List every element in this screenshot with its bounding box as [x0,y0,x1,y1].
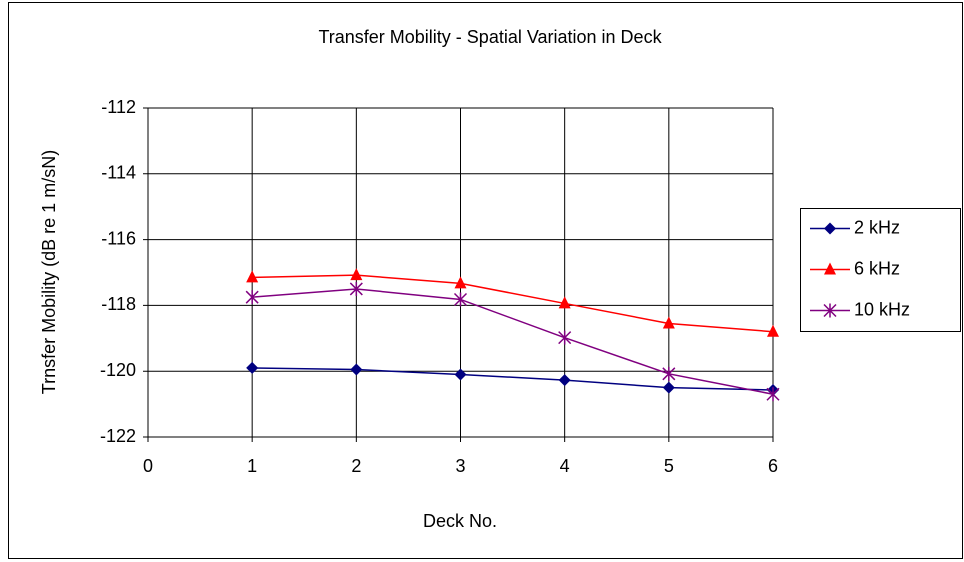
y-tick-label: -122 [100,426,136,446]
y-axis-label: Trnsfer Mobility (dB re 1 m/sN) [39,150,59,394]
legend-label: 2 kHz [854,217,900,237]
marker [349,281,363,296]
marker [454,276,467,289]
marker [350,363,363,376]
marker [558,296,571,309]
x-tick-label: 6 [768,456,778,476]
x-tick-label: 0 [143,456,153,476]
x-tick-label: 1 [247,456,257,476]
marker [662,316,675,329]
x-tick-label: 4 [560,456,570,476]
marker [245,290,259,305]
legend-label: 6 kHz [854,258,900,278]
marker [662,366,676,381]
marker [350,268,363,281]
y-tick-label: -112 [101,97,136,117]
legend-marker [824,222,836,235]
y-tick-label: -114 [101,163,136,183]
x-tick-label: 3 [455,456,465,476]
marker [558,330,572,345]
y-tick-label: -116 [101,228,136,248]
series-line [252,367,774,391]
series-line [252,274,774,333]
legend-marker [823,303,837,318]
marker [766,387,780,402]
marker [767,324,779,337]
legend-label: 10 kHz [854,299,910,319]
marker [662,381,675,394]
marker [246,270,259,283]
x-tick-label: 5 [664,456,674,476]
marker [454,368,467,381]
marker [246,361,259,374]
x-axis-label: Deck No. [423,511,497,531]
y-tick-label: -120 [100,360,136,380]
x-tick-label: 2 [351,456,361,476]
chart-title: Transfer Mobility - Spatial Variation in… [318,27,662,47]
y-tick-label: -118 [101,294,136,314]
series-line [252,288,774,395]
legend-marker [824,262,836,275]
marker [453,292,468,307]
marker [558,374,571,387]
